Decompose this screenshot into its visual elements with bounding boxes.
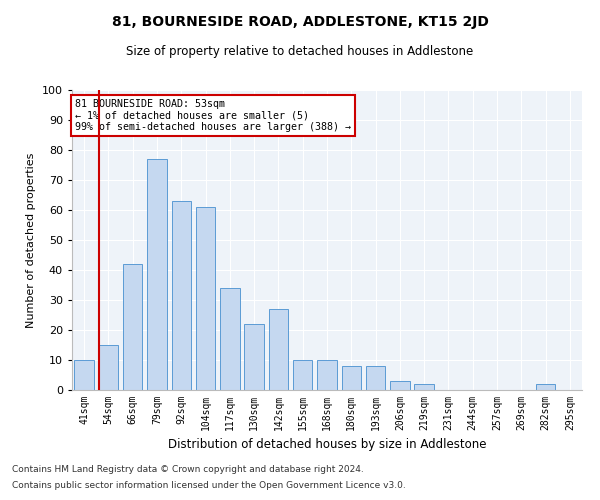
Bar [220,288,239,390]
Bar [293,360,313,390]
Text: 81, BOURNESIDE ROAD, ADDLESTONE, KT15 2JD: 81, BOURNESIDE ROAD, ADDLESTONE, KT15 2J… [112,15,488,29]
Text: Contains HM Land Registry data © Crown copyright and database right 2024.: Contains HM Land Registry data © Crown c… [12,466,364,474]
Bar [99,345,118,390]
Bar [147,159,167,390]
Bar [317,360,337,390]
Bar [415,384,434,390]
Text: Size of property relative to detached houses in Addlestone: Size of property relative to detached ho… [127,45,473,58]
Bar [123,264,142,390]
Bar [172,201,191,390]
Bar [269,309,288,390]
Bar [341,366,361,390]
Bar [536,384,555,390]
Y-axis label: Number of detached properties: Number of detached properties [26,152,37,328]
X-axis label: Distribution of detached houses by size in Addlestone: Distribution of detached houses by size … [168,438,486,452]
Bar [390,381,410,390]
Text: 81 BOURNESIDE ROAD: 53sqm
← 1% of detached houses are smaller (5)
99% of semi-de: 81 BOURNESIDE ROAD: 53sqm ← 1% of detach… [74,99,350,132]
Bar [196,207,215,390]
Text: Contains public sector information licensed under the Open Government Licence v3: Contains public sector information licen… [12,480,406,490]
Bar [366,366,385,390]
Bar [244,324,264,390]
Bar [74,360,94,390]
